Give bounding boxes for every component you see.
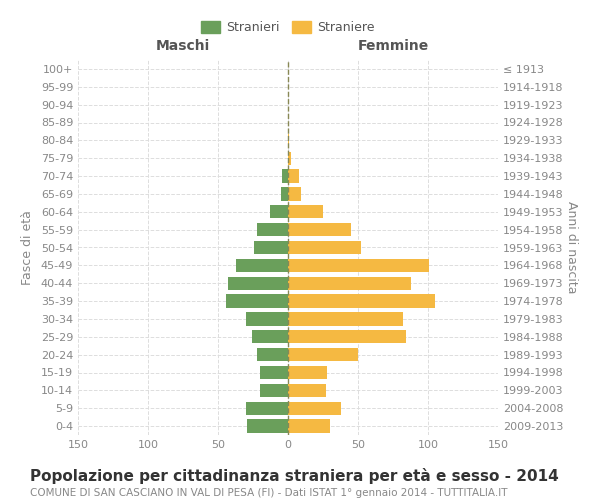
Bar: [246, 402, 288, 415]
Text: Femmine: Femmine: [358, 39, 428, 53]
Text: Popolazione per cittadinanza straniera per età e sesso - 2014: Popolazione per cittadinanza straniera p…: [30, 468, 559, 483]
Bar: [251, 330, 288, 344]
Bar: [281, 187, 288, 200]
Bar: [270, 205, 288, 218]
Bar: [288, 241, 361, 254]
Bar: [288, 187, 301, 200]
Bar: [288, 366, 327, 379]
Bar: [288, 384, 326, 397]
Bar: [288, 258, 430, 272]
Bar: [257, 223, 288, 236]
Bar: [254, 241, 288, 254]
Bar: [228, 276, 288, 290]
Bar: [288, 223, 351, 236]
Bar: [257, 348, 288, 362]
Bar: [288, 170, 299, 183]
Text: COMUNE DI SAN CASCIANO IN VAL DI PESA (FI) - Dati ISTAT 1° gennaio 2014 - TUTTIT: COMUNE DI SAN CASCIANO IN VAL DI PESA (F…: [30, 488, 508, 498]
Bar: [288, 348, 358, 362]
Bar: [288, 330, 406, 344]
Bar: [288, 312, 403, 326]
Y-axis label: Fasce di età: Fasce di età: [21, 210, 34, 285]
Legend: Stranieri, Straniere: Stranieri, Straniere: [197, 18, 379, 38]
Y-axis label: Anni di nascita: Anni di nascita: [565, 201, 577, 294]
Bar: [288, 134, 289, 147]
Bar: [288, 294, 435, 308]
Bar: [283, 170, 288, 183]
Bar: [288, 402, 341, 415]
Bar: [247, 420, 288, 433]
Bar: [260, 384, 288, 397]
Bar: [236, 258, 288, 272]
Bar: [246, 312, 288, 326]
Bar: [288, 152, 291, 165]
Bar: [260, 366, 288, 379]
Bar: [288, 276, 411, 290]
Bar: [288, 205, 323, 218]
Bar: [226, 294, 288, 308]
Bar: [288, 420, 330, 433]
Text: Maschi: Maschi: [156, 39, 210, 53]
